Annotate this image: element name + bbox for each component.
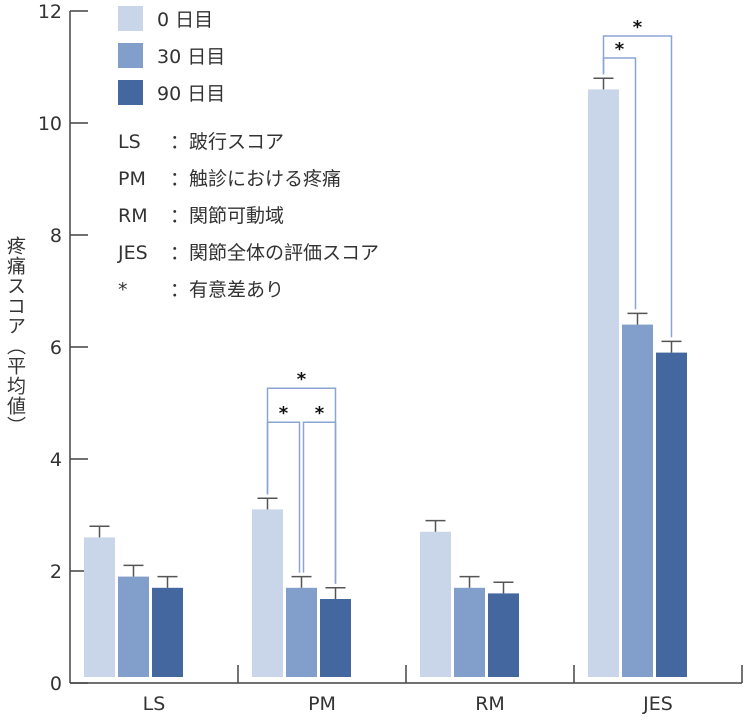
bar: [588, 89, 619, 677]
x-tick-label: PM: [308, 693, 336, 715]
significance-marker: *: [315, 403, 325, 424]
legend-swatch: [118, 6, 143, 31]
legend-swatch: [118, 80, 143, 105]
significance-bracket: [302, 421, 337, 584]
y-tick-label: 8: [50, 225, 62, 247]
note-text: ：関節可動域: [170, 205, 285, 227]
y-tick-label: 2: [50, 561, 62, 583]
legend-item-day30: 30 日目: [118, 37, 225, 74]
note-key: PM: [118, 168, 146, 190]
bar: [488, 593, 519, 677]
legend-swatch: [118, 43, 143, 68]
y-tick-label: 4: [50, 449, 62, 471]
significance-bracket: [266, 387, 337, 584]
note-significance: * ：有意差あり: [118, 272, 379, 309]
bar: [118, 576, 149, 677]
note-text: ：触診における疼痛: [170, 168, 342, 190]
note-key: *: [118, 279, 128, 301]
significance-marker: *: [297, 369, 307, 390]
x-tick-label: JES: [642, 693, 673, 715]
note-jes: JES ：関節全体の評価スコア: [118, 235, 379, 272]
note-key: LS: [118, 131, 141, 153]
bar: [320, 599, 351, 677]
x-tick-label: LS: [143, 693, 166, 715]
note-text: ：跛行スコア: [170, 131, 285, 153]
bar: [454, 587, 485, 677]
legend-label: 0 日目: [157, 9, 214, 31]
y-tick-label: 6: [50, 337, 62, 359]
y-tick-label: 10: [38, 113, 62, 135]
significance-bracket: [602, 35, 673, 338]
note-pm: PM ：触診における疼痛: [118, 161, 379, 198]
note-ls: LS ：跛行スコア: [118, 124, 379, 161]
note-text: ：関節全体の評価スコア: [170, 242, 380, 264]
note-text: ：有意差あり: [170, 279, 285, 301]
bar: [152, 587, 183, 677]
significance-marker: *: [633, 17, 643, 38]
bar: [84, 537, 115, 677]
y-tick-label: 12: [38, 1, 62, 23]
note-rm: RM ：関節可動域: [118, 198, 379, 235]
abbreviation-notes: LS ：跛行スコア PM ：触診における疼痛 RM ：関節可動域 JES ：関節全体の評…: [118, 124, 379, 309]
bar: [252, 509, 283, 677]
note-key: RM: [118, 205, 148, 227]
y-tick-label: 0: [50, 673, 62, 695]
legend-item-day0: 0 日目: [118, 0, 225, 37]
bar: [420, 531, 451, 677]
legend-item-day90: 90 日目: [118, 74, 225, 111]
legend-label: 30 日目: [157, 46, 226, 68]
note-key: JES: [118, 242, 148, 264]
bar: [656, 352, 687, 677]
bar: [622, 324, 653, 677]
bar: [286, 587, 317, 677]
legend: 0 日目 30 日目 90 日目: [118, 0, 225, 111]
legend-label: 90 日目: [157, 83, 226, 105]
y-axis-label: 疼痛スコア（平均値）: [4, 236, 26, 436]
x-tick-label: RM: [475, 693, 505, 715]
significance-marker: *: [279, 403, 289, 424]
significance-marker: *: [615, 39, 625, 60]
